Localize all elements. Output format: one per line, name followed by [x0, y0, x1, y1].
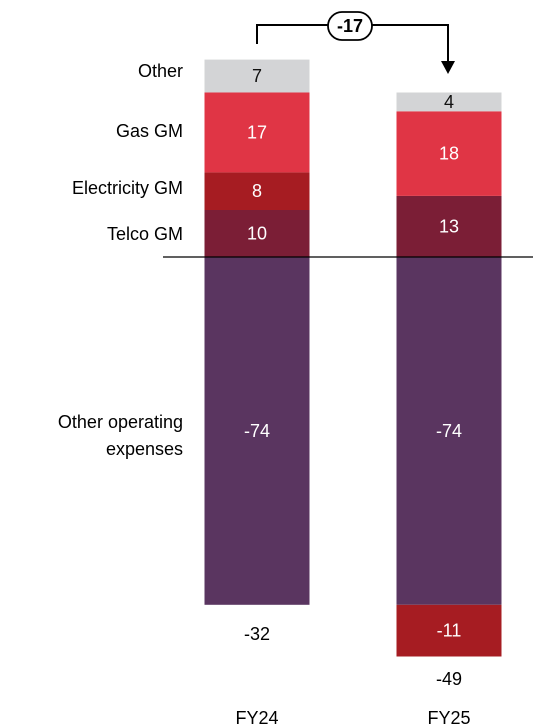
- label-opex-line2: expenses: [106, 439, 183, 459]
- data-label-other-fy24: 7: [252, 66, 262, 86]
- bar-telco-gm-fy25: [396, 195, 502, 257]
- data-label-gas-gm-fy24: 17: [247, 122, 267, 142]
- x-tick-fy24: FY24: [235, 708, 278, 728]
- bars-group: -74 10 8 17 7 -74 13 -11 18 4: [204, 59, 502, 657]
- data-label-other-operating-expenses-fy25: -74: [436, 421, 462, 441]
- data-label-other-operating-expenses-fy24: -74: [244, 421, 270, 441]
- x-tick-fy25: FY25: [427, 708, 470, 728]
- label-other: Other: [138, 61, 183, 81]
- bridge-arrowhead: [441, 61, 455, 74]
- bar-electricity-gm-fy25: [396, 604, 502, 657]
- data-label-gas-gm-fy25: 18: [439, 144, 459, 164]
- bar-gas-gm-fy25: [396, 111, 502, 196]
- bar-other-fy25: [396, 92, 502, 112]
- bridge-label-box: [327, 11, 373, 41]
- data-label-telco-gm-fy25: 13: [439, 216, 459, 236]
- data-label-electricity-gm-fy24: 8: [252, 181, 262, 201]
- bar-other-operating-expenses-fy25: [396, 257, 502, 605]
- label-opex-line1: Other operating: [58, 412, 183, 432]
- label-gas-gm: Gas GM: [116, 121, 183, 141]
- bridge-label: -17: [337, 16, 363, 36]
- bar-other-fy24: [204, 59, 310, 93]
- label-telco-gm: Telco GM: [107, 224, 183, 244]
- total-fy24: -32: [244, 624, 270, 644]
- bar-gas-gm-fy24: [204, 92, 310, 173]
- label-electricity-gm: Electricity GM: [72, 178, 183, 198]
- bar-telco-gm-fy24: [204, 210, 310, 257]
- data-label-other-fy25: 4: [444, 92, 454, 112]
- bar-electricity-gm-fy24: [204, 172, 310, 210]
- total-fy25: -49: [436, 669, 462, 689]
- data-label-electricity-gm-fy25: -11: [437, 621, 462, 641]
- bar-other-operating-expenses-fy24: [204, 257, 310, 605]
- data-label-telco-gm-fy24: 10: [247, 224, 267, 244]
